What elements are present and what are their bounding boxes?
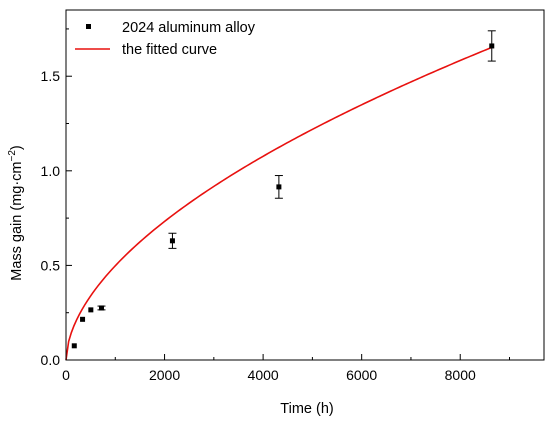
legend-marker-square bbox=[86, 24, 91, 29]
y-tick-label-1: 0.5 bbox=[41, 257, 61, 273]
y-axis-title-suffix: ) bbox=[9, 145, 25, 150]
x-tick-label-3: 6000 bbox=[346, 367, 377, 383]
x-tick-label-1: 2000 bbox=[149, 367, 180, 383]
x-tick-label-2: 4000 bbox=[248, 367, 279, 383]
x-tick-label-4: 8000 bbox=[445, 367, 476, 383]
y-tick-label-0: 0.0 bbox=[41, 352, 61, 368]
axes: 0 2000 4000 6000 8000 0.0 0.5 1.0 1.5 bbox=[41, 9, 545, 383]
y-tick-label-3: 1.5 bbox=[41, 68, 61, 84]
legend: 2024 aluminum alloy the fitted curve bbox=[75, 20, 256, 58]
fitted-curve-line bbox=[65, 46, 493, 361]
legend-label-fit: the fitted curve bbox=[122, 42, 217, 58]
data-point-6 bbox=[489, 43, 495, 49]
data-point-4 bbox=[169, 238, 175, 244]
data-point-1 bbox=[80, 316, 86, 322]
data-point-2 bbox=[88, 307, 94, 313]
x-axis-title: Time (h) bbox=[280, 401, 333, 417]
y-axis-title-main: Mass gain (mg·cm bbox=[9, 162, 25, 281]
y-axis-title-superscript: −2 bbox=[7, 150, 18, 162]
plot-area bbox=[65, 30, 496, 361]
y-axis-title: Mass gain (mg·cm−2) bbox=[7, 145, 25, 281]
legend-label-alloy: 2024 aluminum alloy bbox=[122, 20, 256, 36]
data-point-5 bbox=[276, 184, 282, 190]
data-point-3 bbox=[98, 305, 104, 311]
y-tick-label-2: 1.0 bbox=[41, 163, 61, 179]
data-point-0 bbox=[71, 343, 77, 349]
plot-frame bbox=[65, 9, 545, 361]
x-tick-label-0: 0 bbox=[62, 367, 70, 383]
